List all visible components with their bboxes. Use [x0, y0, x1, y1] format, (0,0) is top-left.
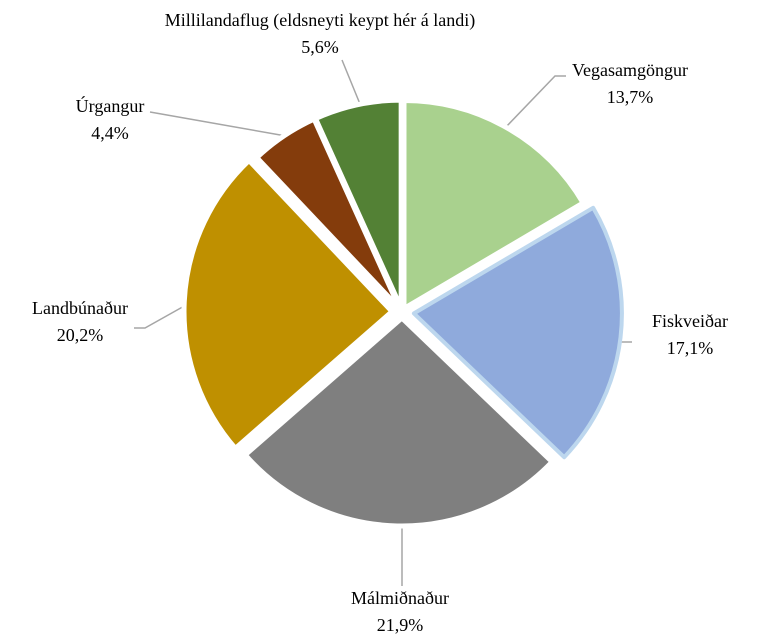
pie-slice	[181, 157, 395, 451]
slice-value-label: 5,6%	[301, 37, 339, 57]
slice-name: Málmiðnaður	[351, 588, 449, 608]
slice-value-label: 4,4%	[91, 123, 129, 143]
pie-slice	[313, 97, 404, 311]
pie-slice	[242, 315, 555, 529]
slice-name: Úrgangur	[76, 95, 145, 116]
pie-slice	[401, 98, 586, 312]
leader-line	[134, 299, 196, 329]
pie-slice	[411, 205, 624, 460]
slice-name: Fiskveiðar	[652, 311, 728, 331]
slice-value-label: 13,7%	[607, 87, 654, 107]
leader-line	[149, 111, 287, 137]
leader-line	[341, 59, 361, 105]
leader-line	[504, 75, 566, 129]
slice-name: Vegasamgöngur	[572, 60, 688, 80]
slice-value-label: 20,2%	[57, 325, 104, 345]
slice-name: Millilandaflug (eldsneyti keypt hér á la…	[165, 10, 475, 31]
slice-value-label: 17,1%	[667, 338, 714, 358]
slice-value-label: 21,9%	[377, 615, 424, 635]
slice-name: Landbúnaður	[32, 298, 128, 318]
